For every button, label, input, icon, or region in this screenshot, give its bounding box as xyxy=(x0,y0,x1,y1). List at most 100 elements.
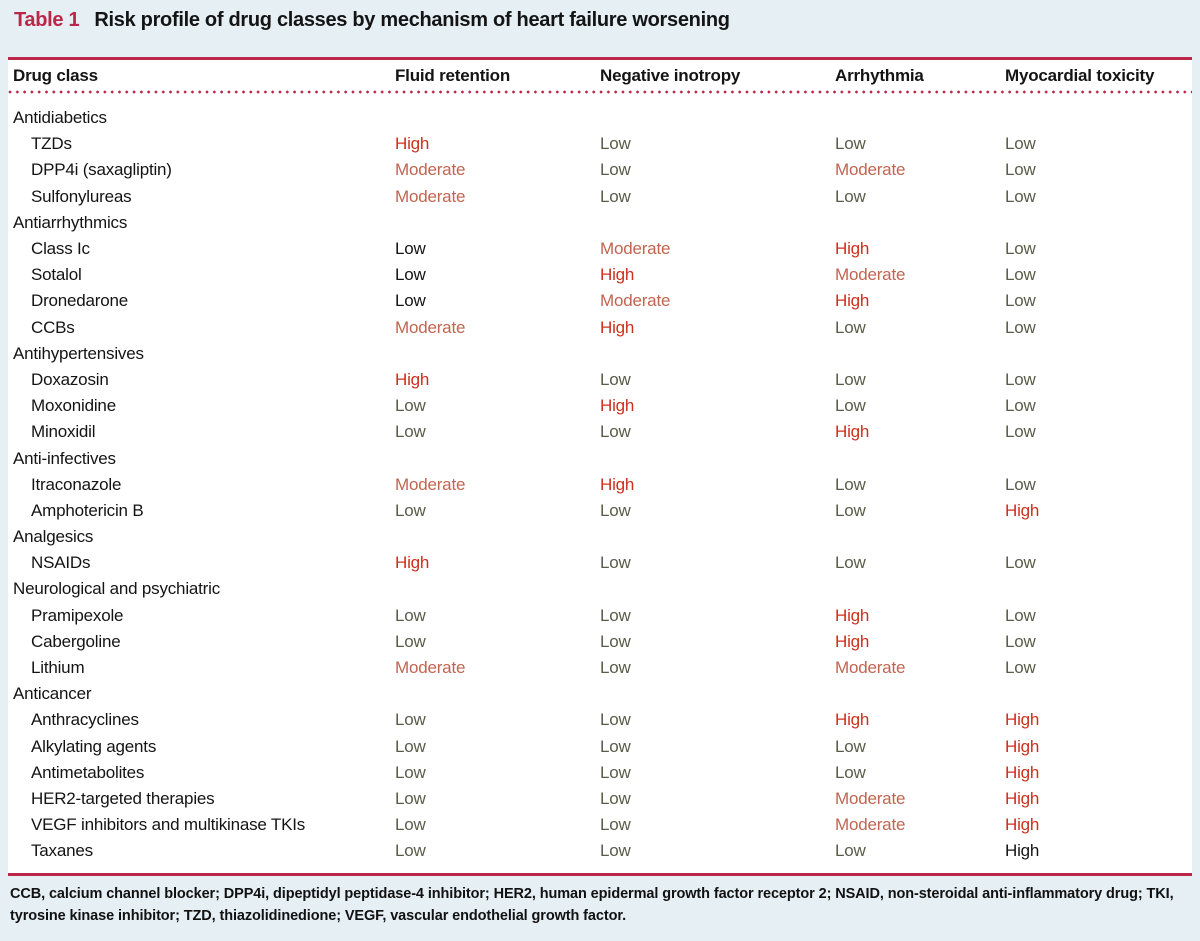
risk-cell-fluid-retention: High xyxy=(395,553,430,573)
drug-name: Taxanes xyxy=(31,841,93,861)
drug-name: Sulfonylureas xyxy=(31,186,132,206)
risk-cell-negative-inotropy: Low xyxy=(600,788,631,808)
risk-cell-fluid-retention: Low xyxy=(395,710,426,730)
column-header-myocardial-toxicity: Myocardial toxicity xyxy=(1005,65,1155,85)
column-header-fluid-retention: Fluid retention xyxy=(395,65,511,85)
group-row-analgesics: Analgesics xyxy=(8,524,1192,550)
table-row-sulfonylureas: Sulfonylureas Moderate Low Low Low xyxy=(8,184,1192,210)
risk-cell-arrhythmia: Moderate xyxy=(835,788,906,808)
group-label: Neurological and psychiatric xyxy=(13,579,221,599)
risk-cell-arrhythmia: Low xyxy=(835,474,866,494)
risk-cell-myocardial-toxicity: High xyxy=(1005,710,1040,730)
dotted-divider xyxy=(8,90,1192,94)
risk-cell-fluid-retention: Low xyxy=(395,265,426,285)
drug-name: Minoxidil xyxy=(31,422,96,442)
risk-cell-myocardial-toxicity: Low xyxy=(1005,422,1036,442)
risk-cell-myocardial-toxicity: Low xyxy=(1005,317,1036,337)
drug-name: Moxonidine xyxy=(31,396,116,416)
table-row-amphotericin-b: Amphotericin B Low Low Low High xyxy=(8,498,1192,524)
group-row-antiarrhythmics: Antiarrhythmics xyxy=(8,210,1192,236)
risk-cell-myocardial-toxicity: High xyxy=(1005,736,1040,756)
risk-cell-myocardial-toxicity: Low xyxy=(1005,474,1036,494)
group-label: Analgesics xyxy=(13,527,94,547)
risk-cell-negative-inotropy: Low xyxy=(600,815,631,835)
risk-cell-negative-inotropy: Low xyxy=(600,841,631,861)
risk-cell-fluid-retention: High xyxy=(395,369,430,389)
risk-cell-fluid-retention: Low xyxy=(395,396,426,416)
risk-cell-arrhythmia: Moderate xyxy=(835,160,906,180)
risk-cell-negative-inotropy: Moderate xyxy=(600,291,671,311)
risk-cell-fluid-retention: Low xyxy=(395,422,426,442)
group-row-neurological-and-psychiatric: Neurological and psychiatric xyxy=(8,576,1192,602)
table-row-lithium: Lithium Moderate Low Moderate Low xyxy=(8,655,1192,681)
column-header-negative-inotropy: Negative inotropy xyxy=(600,65,741,85)
risk-cell-negative-inotropy: Low xyxy=(600,762,631,782)
table-row-antimetabolites: Antimetabolites Low Low Low High xyxy=(8,760,1192,786)
risk-cell-myocardial-toxicity: Low xyxy=(1005,265,1036,285)
table-panel: Drug class Fluid retention Negative inotro… xyxy=(8,57,1192,876)
drug-name: Cabergoline xyxy=(31,631,121,651)
risk-cell-myocardial-toxicity: Low xyxy=(1005,134,1036,154)
risk-cell-myocardial-toxicity: Low xyxy=(1005,605,1036,625)
table-row-moxonidine: Moxonidine Low High Low Low xyxy=(8,393,1192,419)
group-label: Antiarrhythmics xyxy=(13,212,128,232)
risk-cell-arrhythmia: Low xyxy=(835,134,866,154)
risk-cell-negative-inotropy: Low xyxy=(600,186,631,206)
table-body: Antidiabetics TZDs High Low Low Low DPP4i (sax… xyxy=(8,105,1192,864)
group-row-antihypertensives: Antihypertensives xyxy=(8,341,1192,367)
risk-cell-myocardial-toxicity: Low xyxy=(1005,160,1036,180)
risk-cell-fluid-retention: Low xyxy=(395,788,426,808)
column-header-arrhythmia: Arrhythmia xyxy=(835,65,924,85)
table-row-doxazosin: Doxazosin High Low Low Low xyxy=(8,367,1192,393)
risk-cell-arrhythmia: Low xyxy=(835,762,866,782)
risk-cell-myocardial-toxicity: Low xyxy=(1005,239,1036,259)
risk-cell-arrhythmia: Low xyxy=(835,396,866,416)
group-row-anticancer: Anticancer xyxy=(8,681,1192,707)
group-row-anti-infectives: Anti-infectives xyxy=(8,445,1192,471)
risk-cell-arrhythmia: High xyxy=(835,631,870,651)
table-header-row: Drug class Fluid retention Negative inotro… xyxy=(8,60,1192,88)
risk-cell-negative-inotropy: Low xyxy=(600,631,631,651)
risk-cell-fluid-retention: Low xyxy=(395,291,426,311)
risk-cell-arrhythmia: Low xyxy=(835,186,866,206)
drug-name: Sotalol xyxy=(31,265,82,285)
risk-cell-arrhythmia: Low xyxy=(835,553,866,573)
risk-cell-arrhythmia: High xyxy=(835,291,870,311)
risk-cell-fluid-retention: Moderate xyxy=(395,160,466,180)
drug-name: Alkylating agents xyxy=(31,736,157,756)
risk-cell-arrhythmia: High xyxy=(835,710,870,730)
drug-name: VEGF inhibitors and multikinase TKIs xyxy=(31,815,306,835)
risk-cell-arrhythmia: Moderate xyxy=(835,265,906,285)
table-title: Risk profile of drug classes by mechanis… xyxy=(94,9,730,31)
risk-cell-myocardial-toxicity: Low xyxy=(1005,291,1036,311)
risk-cell-myocardial-toxicity: Low xyxy=(1005,396,1036,416)
drug-name: Pramipexole xyxy=(31,605,124,625)
drug-name: Doxazosin xyxy=(31,369,109,389)
group-label: Antihypertensives xyxy=(13,343,144,363)
risk-cell-fluid-retention: High xyxy=(395,134,430,154)
risk-cell-myocardial-toxicity: High xyxy=(1005,500,1040,520)
risk-cell-negative-inotropy: Low xyxy=(600,369,631,389)
table-row-tzds: TZDs High Low Low Low xyxy=(8,131,1192,157)
group-label: Anti-infectives xyxy=(13,448,116,468)
risk-cell-arrhythmia: Low xyxy=(835,841,866,861)
risk-cell-arrhythmia: Low xyxy=(835,500,866,520)
table-row-vegf-inhibitors-and-multikinase-tkis: VEGF inhibitors and multikinase TKIs Low L… xyxy=(8,812,1192,838)
drug-name: Lithium xyxy=(31,658,85,678)
risk-cell-negative-inotropy: Low xyxy=(600,605,631,625)
drug-name: Class Ic xyxy=(31,239,90,259)
risk-cell-arrhythmia: High xyxy=(835,239,870,259)
risk-cell-myocardial-toxicity: Low xyxy=(1005,553,1036,573)
table-row-her2-targeted-therapies: HER2-targeted therapies Low Low Moderate Hig… xyxy=(8,786,1192,812)
risk-cell-arrhythmia: Moderate xyxy=(835,815,906,835)
risk-cell-fluid-retention: Moderate xyxy=(395,186,466,206)
risk-cell-arrhythmia: Moderate xyxy=(835,658,906,678)
table-row-class-ic: Class Ic Low Moderate High Low xyxy=(8,236,1192,262)
risk-cell-myocardial-toxicity: High xyxy=(1005,788,1040,808)
drug-name: CCBs xyxy=(31,317,75,337)
risk-cell-fluid-retention: Low xyxy=(395,736,426,756)
risk-cell-myocardial-toxicity: Low xyxy=(1005,369,1036,389)
risk-cell-negative-inotropy: High xyxy=(600,265,635,285)
risk-cell-fluid-retention: Moderate xyxy=(395,317,466,337)
